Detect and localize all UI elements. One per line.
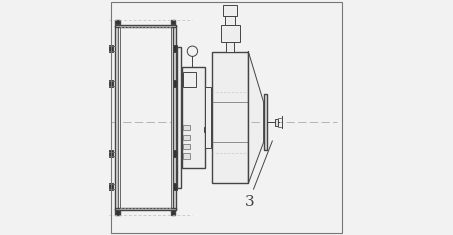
Bar xyxy=(109,80,112,87)
Bar xyxy=(183,72,196,87)
Bar xyxy=(212,52,248,183)
Bar xyxy=(115,208,176,210)
Bar xyxy=(115,25,176,27)
Bar xyxy=(183,153,190,159)
Bar xyxy=(173,80,177,87)
Bar xyxy=(183,144,190,149)
Bar xyxy=(225,16,235,25)
Bar xyxy=(116,20,120,24)
Bar xyxy=(275,119,278,126)
Bar xyxy=(205,87,211,148)
Polygon shape xyxy=(248,52,264,183)
Bar xyxy=(183,125,190,130)
Bar xyxy=(226,42,234,52)
Bar xyxy=(171,25,173,210)
Bar xyxy=(115,25,118,210)
Bar xyxy=(171,20,175,24)
Bar xyxy=(223,5,237,16)
Bar xyxy=(173,45,177,52)
Bar xyxy=(182,67,205,168)
Bar xyxy=(173,25,176,210)
Bar xyxy=(109,183,112,190)
Bar xyxy=(177,47,181,188)
Bar xyxy=(116,210,120,215)
Bar xyxy=(221,25,240,42)
Bar xyxy=(171,210,175,215)
Bar xyxy=(264,94,267,150)
Bar xyxy=(109,150,112,157)
Bar xyxy=(173,150,177,157)
Bar xyxy=(183,135,190,140)
Bar xyxy=(109,45,112,52)
Text: 3: 3 xyxy=(245,195,255,209)
Bar xyxy=(204,127,206,132)
Bar xyxy=(173,183,177,190)
Bar xyxy=(118,25,120,210)
